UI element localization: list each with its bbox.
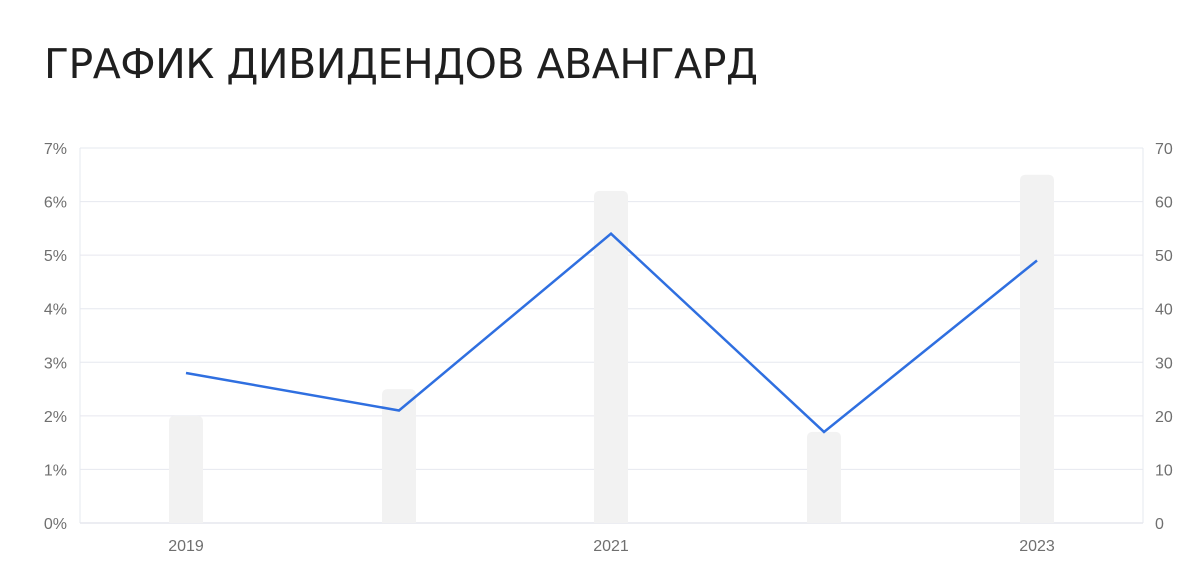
left-axis-ticks: 0% 1% 2% 3% 4% 5% 6% 7%: [44, 141, 67, 533]
left-tick-label: 1%: [44, 462, 67, 479]
x-axis-ticks: 2019 2021 2023: [168, 538, 1055, 555]
right-tick-label: 60: [1155, 195, 1173, 212]
x-tick-label: 2023: [1019, 538, 1055, 555]
x-tick-label: 2021: [593, 538, 629, 555]
left-tick-label: 6%: [44, 195, 67, 212]
right-axis-ticks: 0 10 20 30 40 50 60 70: [1155, 141, 1173, 533]
right-tick-label: 50: [1155, 248, 1173, 265]
right-tick-label: 10: [1155, 462, 1173, 479]
x-tick-label: 2019: [168, 538, 204, 555]
left-tick-label: 5%: [44, 248, 67, 265]
bar: [1020, 174, 1054, 524]
left-tick-label: 0%: [44, 516, 67, 533]
left-tick-label: 4%: [44, 302, 67, 319]
line-series: [185, 232, 1038, 434]
right-tick-label: 0: [1155, 516, 1164, 533]
right-tick-label: 30: [1155, 355, 1173, 372]
bar: [382, 389, 416, 523]
chart-title: ГРАФИК ДИВИДЕНДОВ АВАНГАРД: [44, 40, 758, 88]
left-tick-label: 2%: [44, 409, 67, 426]
right-tick-label: 40: [1155, 302, 1173, 319]
bar-series: [169, 174, 1054, 524]
bar: [807, 431, 841, 523]
bar: [594, 190, 628, 523]
left-tick-label: 7%: [44, 141, 67, 158]
left-tick-label: 3%: [44, 355, 67, 372]
bar: [169, 415, 203, 523]
right-tick-label: 20: [1155, 409, 1173, 426]
right-tick-label: 70: [1155, 141, 1173, 158]
